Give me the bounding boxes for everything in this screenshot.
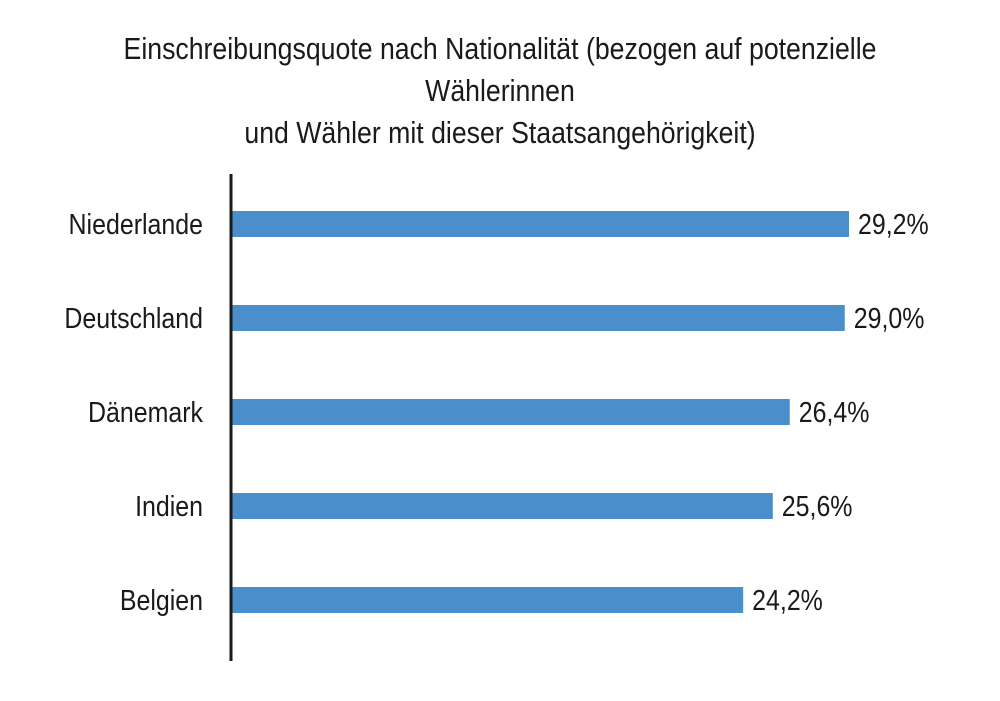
category-label-2: Dänemark [88, 396, 203, 428]
bar-2 [231, 399, 790, 425]
value-label-4: 24,2% [752, 584, 823, 616]
chart-title-line-1: Einschreibungsquote nach Nationalität (b… [123, 31, 877, 108]
category-label-0: Niederlande [69, 208, 203, 240]
category-label-3: Indien [135, 490, 203, 522]
bar-4 [231, 587, 744, 613]
category-label-1: Deutschland [64, 302, 203, 334]
value-label-0: 29,2% [858, 208, 929, 240]
category-label-4: Belgien [120, 584, 203, 616]
bar-0 [231, 211, 849, 237]
chart-title-line-2: und Wähler mit dieser Staatsangehörigkei… [244, 115, 756, 150]
value-label-2: 26,4% [799, 396, 870, 428]
value-label-3: 25,6% [782, 490, 853, 522]
value-label-1: 29,0% [854, 302, 925, 334]
bar-1 [231, 305, 845, 331]
chart-title: Einschreibungsquote nach Nationalität (b… [87, 28, 913, 154]
bar-3 [231, 493, 773, 519]
